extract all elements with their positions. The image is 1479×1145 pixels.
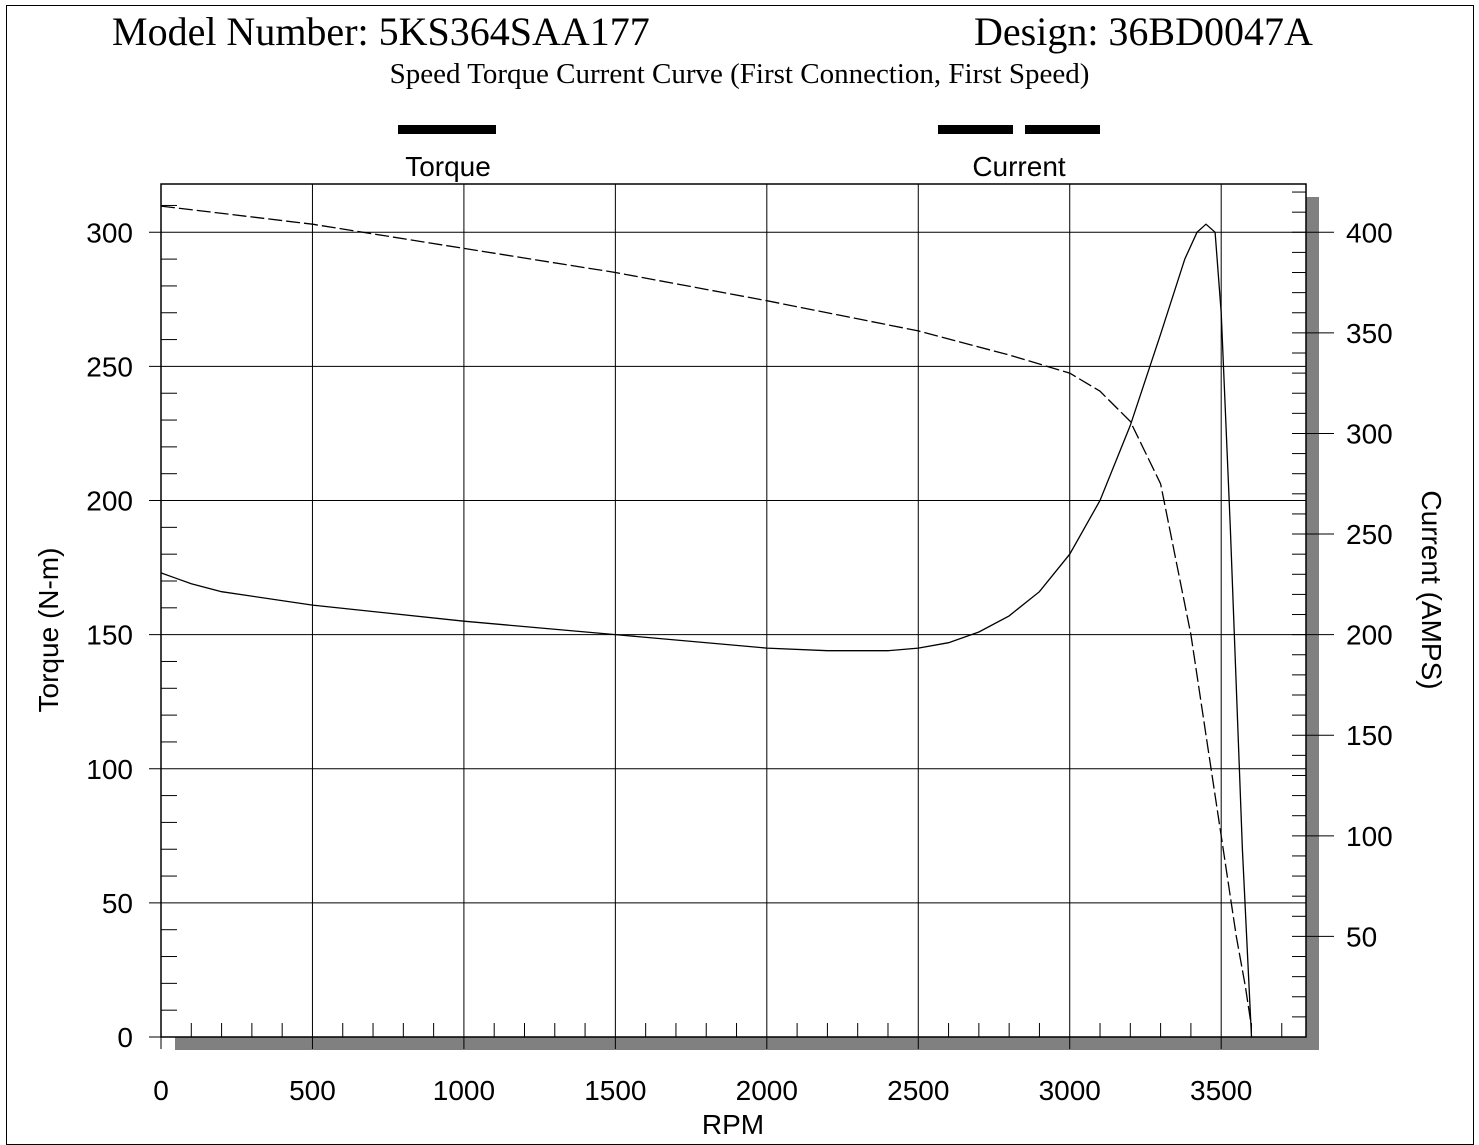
y2-tick-label: 400 xyxy=(1346,217,1393,248)
x-tick-label: 3500 xyxy=(1190,1075,1252,1106)
x-tick-label: 2000 xyxy=(736,1075,798,1106)
y-left-axis-label: Torque (N-m) xyxy=(33,548,64,713)
legend: Torque Current xyxy=(398,125,1100,182)
legend-current-swatch-1 xyxy=(938,125,1013,134)
y-tick-label: 150 xyxy=(86,620,133,651)
model-number-title: Model Number: 5KS364SAA177 xyxy=(112,9,650,54)
y-right-tick-labels: 50 100 150 200 250 300 350 400 xyxy=(1346,217,1393,952)
x-tick-label: 3000 xyxy=(1039,1075,1101,1106)
legend-current-label: Current xyxy=(972,151,1066,182)
y2-tick-label: 200 xyxy=(1346,620,1393,651)
minor-ticks xyxy=(161,191,1334,1037)
plot-shadow-bottom xyxy=(175,1037,1319,1050)
plot-area-border xyxy=(160,183,1307,1038)
y2-tick-label: 150 xyxy=(1346,720,1393,751)
x-tick-label: 1000 xyxy=(433,1075,495,1106)
x-tick-labels: 0 500 1000 1500 2000 2500 3000 3500 xyxy=(153,1075,1252,1106)
x-axis-label: RPM xyxy=(702,1109,764,1140)
y2-tick-label: 300 xyxy=(1346,418,1393,449)
x-tick-label: 1500 xyxy=(584,1075,646,1106)
y-tick-label: 50 xyxy=(102,888,133,919)
y-tick-label: 100 xyxy=(86,754,133,785)
y-tick-label: 200 xyxy=(86,486,133,517)
torque-line xyxy=(160,223,1253,1038)
x-tick-label: 500 xyxy=(289,1075,336,1106)
y-tick-label: 250 xyxy=(86,351,133,382)
y-tick-label: 300 xyxy=(86,217,133,248)
legend-torque-label: Torque xyxy=(405,151,491,182)
design-title: Design: 36BD0047A xyxy=(974,9,1313,54)
y2-tick-label: 250 xyxy=(1346,519,1393,550)
grid-lines xyxy=(149,184,1306,1049)
y-right-axis-label: Current (AMPS) xyxy=(1416,490,1447,689)
y-tick-label: 0 xyxy=(117,1022,133,1053)
legend-torque-swatch xyxy=(398,125,496,134)
legend-current-swatch-2 xyxy=(1025,125,1100,134)
y2-tick-label: 50 xyxy=(1346,921,1377,952)
x-tick-label: 2500 xyxy=(887,1075,949,1106)
y-left-tick-labels: 0 50 100 150 200 250 300 xyxy=(86,217,133,1053)
x-tick-label: 0 xyxy=(153,1075,169,1106)
current-line xyxy=(160,205,1253,1027)
series-lines xyxy=(160,205,1253,1038)
plot-shadow-right xyxy=(1306,197,1319,1050)
y2-tick-label: 350 xyxy=(1346,318,1393,349)
chart-subtitle: Speed Torque Current Curve (First Connec… xyxy=(389,58,1090,90)
y2-tick-label: 100 xyxy=(1346,821,1393,852)
